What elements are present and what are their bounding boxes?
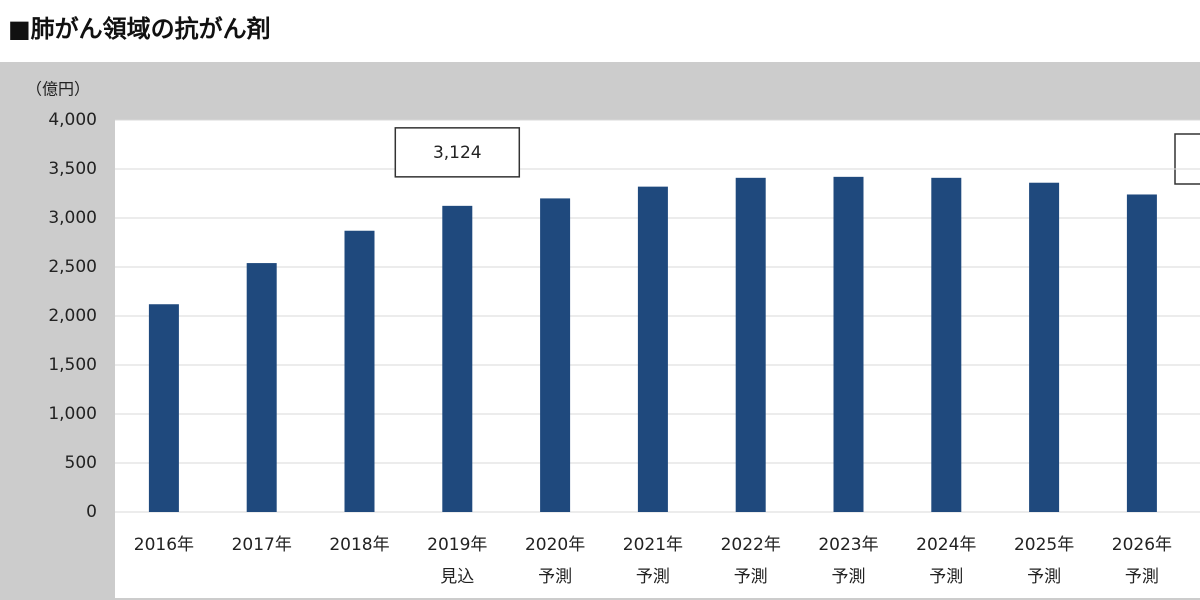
x-tick-label: 2022年: [721, 535, 781, 555]
x-tick-note: 予測: [929, 567, 963, 587]
y-tick-label: 500: [65, 453, 97, 473]
y-tick-label: 1,500: [48, 355, 97, 375]
bar: [246, 263, 277, 512]
bar: [1126, 194, 1157, 513]
bar: [540, 198, 571, 512]
y-tick-label: 3,500: [48, 159, 97, 179]
x-tick-note: 予測: [734, 567, 768, 587]
bar: [735, 177, 766, 512]
bar: [1029, 182, 1060, 512]
x-tick-label: 2018年: [329, 535, 389, 555]
x-tick-note: 予測: [832, 567, 866, 587]
x-tick-label: 2024年: [916, 535, 976, 555]
x-tick-note: 予測: [1125, 567, 1159, 587]
x-tick-label: 2025年: [1014, 535, 1074, 555]
value-label-box: [394, 127, 521, 178]
bar: [344, 230, 375, 513]
chart-title: ■肺がん領域の抗がん剤: [8, 15, 271, 43]
y-tick-label: 2,500: [48, 257, 97, 277]
y-tick-label: 3,000: [48, 208, 97, 228]
x-tick-note: 予測: [538, 567, 572, 587]
x-tick-note: 予測: [1027, 567, 1061, 587]
x-tick-label: 2021年: [623, 535, 683, 555]
y-tick-label: 4,000: [48, 110, 97, 130]
x-tick-label: 2019年: [427, 535, 487, 555]
value-label: 3,124: [433, 143, 482, 163]
x-tick-note: 見込: [440, 567, 474, 587]
bar: [637, 186, 668, 512]
y-axis-label: （億円）: [26, 80, 90, 99]
bar: [833, 176, 864, 512]
x-tick-label: 2020年: [525, 535, 585, 555]
y-tick-label: 2,000: [48, 306, 97, 326]
x-tick-note: 予測: [636, 567, 670, 587]
x-tick-label: 2016年: [134, 535, 194, 555]
bar: [931, 177, 962, 512]
y-tick-label: 1,000: [48, 404, 97, 424]
x-tick-label: 2017年: [232, 535, 292, 555]
x-tick-label: 2026年: [1112, 535, 1172, 555]
bar: [442, 205, 473, 512]
bar: [148, 304, 179, 512]
cut-off-label-box: [1174, 133, 1200, 185]
x-tick-label: 2023年: [818, 535, 878, 555]
y-tick-label: 0: [86, 502, 97, 522]
